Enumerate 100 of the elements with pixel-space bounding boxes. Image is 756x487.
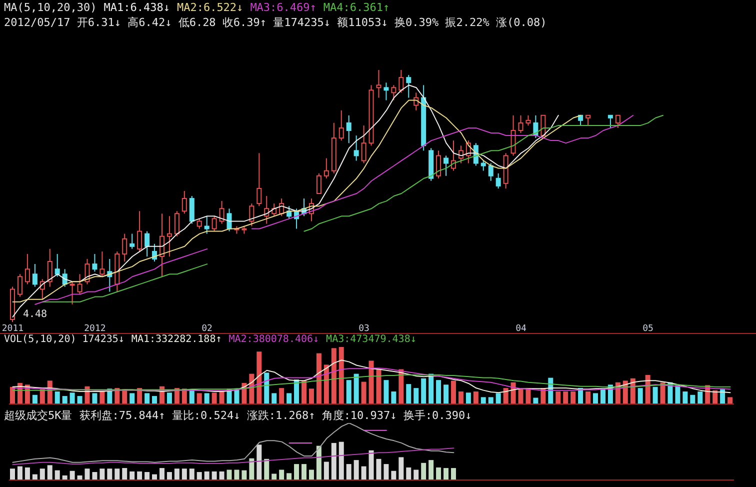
bar bbox=[391, 391, 396, 404]
bar bbox=[414, 388, 419, 404]
bar bbox=[428, 374, 434, 404]
bar bbox=[592, 393, 598, 404]
bar bbox=[324, 462, 329, 480]
text: MA1:6.438↓ bbox=[104, 1, 170, 14]
candlestick bbox=[444, 155, 449, 176]
candlestick bbox=[466, 140, 471, 164]
bar bbox=[114, 468, 120, 480]
chart-subtitle: 2012/05/17 开6.31↓ 高6.42↓ 低6.28 收6.39↑ 量174235↓ 额11053↓ 换0.39% 振2.22% 涨(0.08) bbox=[4, 16, 547, 29]
bar bbox=[204, 471, 210, 480]
candlestick bbox=[144, 230, 150, 257]
bar bbox=[182, 468, 187, 480]
bar bbox=[272, 474, 277, 480]
bar bbox=[690, 394, 696, 404]
candlestick bbox=[450, 140, 456, 172]
bar bbox=[226, 470, 232, 480]
bar bbox=[354, 374, 359, 404]
candlestick bbox=[166, 216, 172, 257]
bar bbox=[444, 384, 449, 404]
bar bbox=[279, 470, 284, 480]
bar bbox=[249, 458, 254, 480]
bar bbox=[212, 392, 217, 404]
bar bbox=[166, 392, 172, 404]
bar bbox=[286, 473, 292, 480]
bar bbox=[130, 471, 135, 480]
bar bbox=[331, 442, 336, 480]
bar bbox=[54, 470, 60, 480]
x-tick-label: 04 bbox=[516, 324, 526, 334]
bar bbox=[174, 468, 180, 480]
bar bbox=[122, 468, 128, 480]
bar bbox=[384, 464, 389, 480]
bar bbox=[488, 397, 494, 404]
bar bbox=[256, 444, 262, 480]
bar bbox=[652, 386, 658, 404]
bar bbox=[338, 347, 344, 404]
bar bbox=[346, 380, 352, 404]
bar bbox=[40, 468, 45, 480]
bar bbox=[698, 391, 703, 404]
bar bbox=[100, 468, 105, 480]
candlestick bbox=[414, 92, 419, 111]
candlestick bbox=[264, 196, 270, 224]
bar bbox=[368, 360, 374, 404]
bar bbox=[503, 388, 508, 404]
legend-title: MA(5,10,20,30) bbox=[4, 1, 97, 14]
bar bbox=[428, 460, 434, 480]
bar bbox=[308, 470, 314, 480]
bar bbox=[308, 388, 314, 404]
bar bbox=[570, 391, 576, 404]
candlestick bbox=[152, 243, 158, 262]
candlestick bbox=[219, 200, 224, 224]
text: MA1:332282.188↑ bbox=[131, 334, 222, 346]
bar bbox=[391, 470, 396, 480]
bar bbox=[196, 393, 202, 404]
candlestick bbox=[488, 162, 494, 182]
candlestick bbox=[361, 124, 366, 164]
bar bbox=[496, 393, 501, 404]
bar bbox=[301, 464, 306, 480]
bar bbox=[406, 384, 412, 404]
candlestick bbox=[518, 114, 524, 134]
bar bbox=[518, 388, 524, 404]
candlestick bbox=[182, 190, 187, 214]
bar bbox=[264, 458, 270, 480]
bar bbox=[286, 393, 292, 404]
bar bbox=[100, 391, 105, 404]
bar bbox=[473, 391, 478, 404]
bar bbox=[212, 471, 217, 480]
candlestick bbox=[608, 114, 613, 128]
candlestick bbox=[70, 281, 75, 305]
bar bbox=[196, 472, 202, 480]
bar bbox=[338, 442, 344, 480]
bar bbox=[272, 393, 277, 404]
bar bbox=[563, 391, 568, 404]
bar bbox=[346, 464, 352, 480]
bar bbox=[586, 391, 591, 404]
bar bbox=[682, 391, 688, 404]
bar bbox=[301, 380, 306, 404]
legend-title: VOL(5,10,20) 174235↓ bbox=[4, 334, 124, 346]
candlestick bbox=[77, 274, 82, 295]
text: MA4:6.361↑ bbox=[323, 1, 390, 14]
bar bbox=[436, 380, 442, 404]
x-tick-label: 02 bbox=[202, 324, 212, 334]
x-tick-label: 03 bbox=[358, 324, 370, 334]
bar bbox=[294, 464, 300, 480]
candlestick bbox=[130, 233, 135, 250]
bar bbox=[414, 470, 419, 480]
bar bbox=[421, 462, 426, 480]
bar bbox=[159, 468, 164, 480]
chart-title: 超级成交5K量 bbox=[4, 409, 72, 422]
text: MA3:473479.438↓ bbox=[326, 334, 416, 346]
candlestick bbox=[92, 253, 98, 272]
bar bbox=[638, 388, 643, 404]
bar bbox=[166, 472, 172, 480]
bar bbox=[144, 393, 150, 404]
x-tick-label: 05 bbox=[642, 324, 654, 334]
bar bbox=[361, 466, 366, 480]
bar bbox=[204, 393, 210, 404]
candlestick bbox=[406, 74, 412, 98]
bar bbox=[242, 470, 247, 480]
candlestick bbox=[32, 264, 38, 288]
